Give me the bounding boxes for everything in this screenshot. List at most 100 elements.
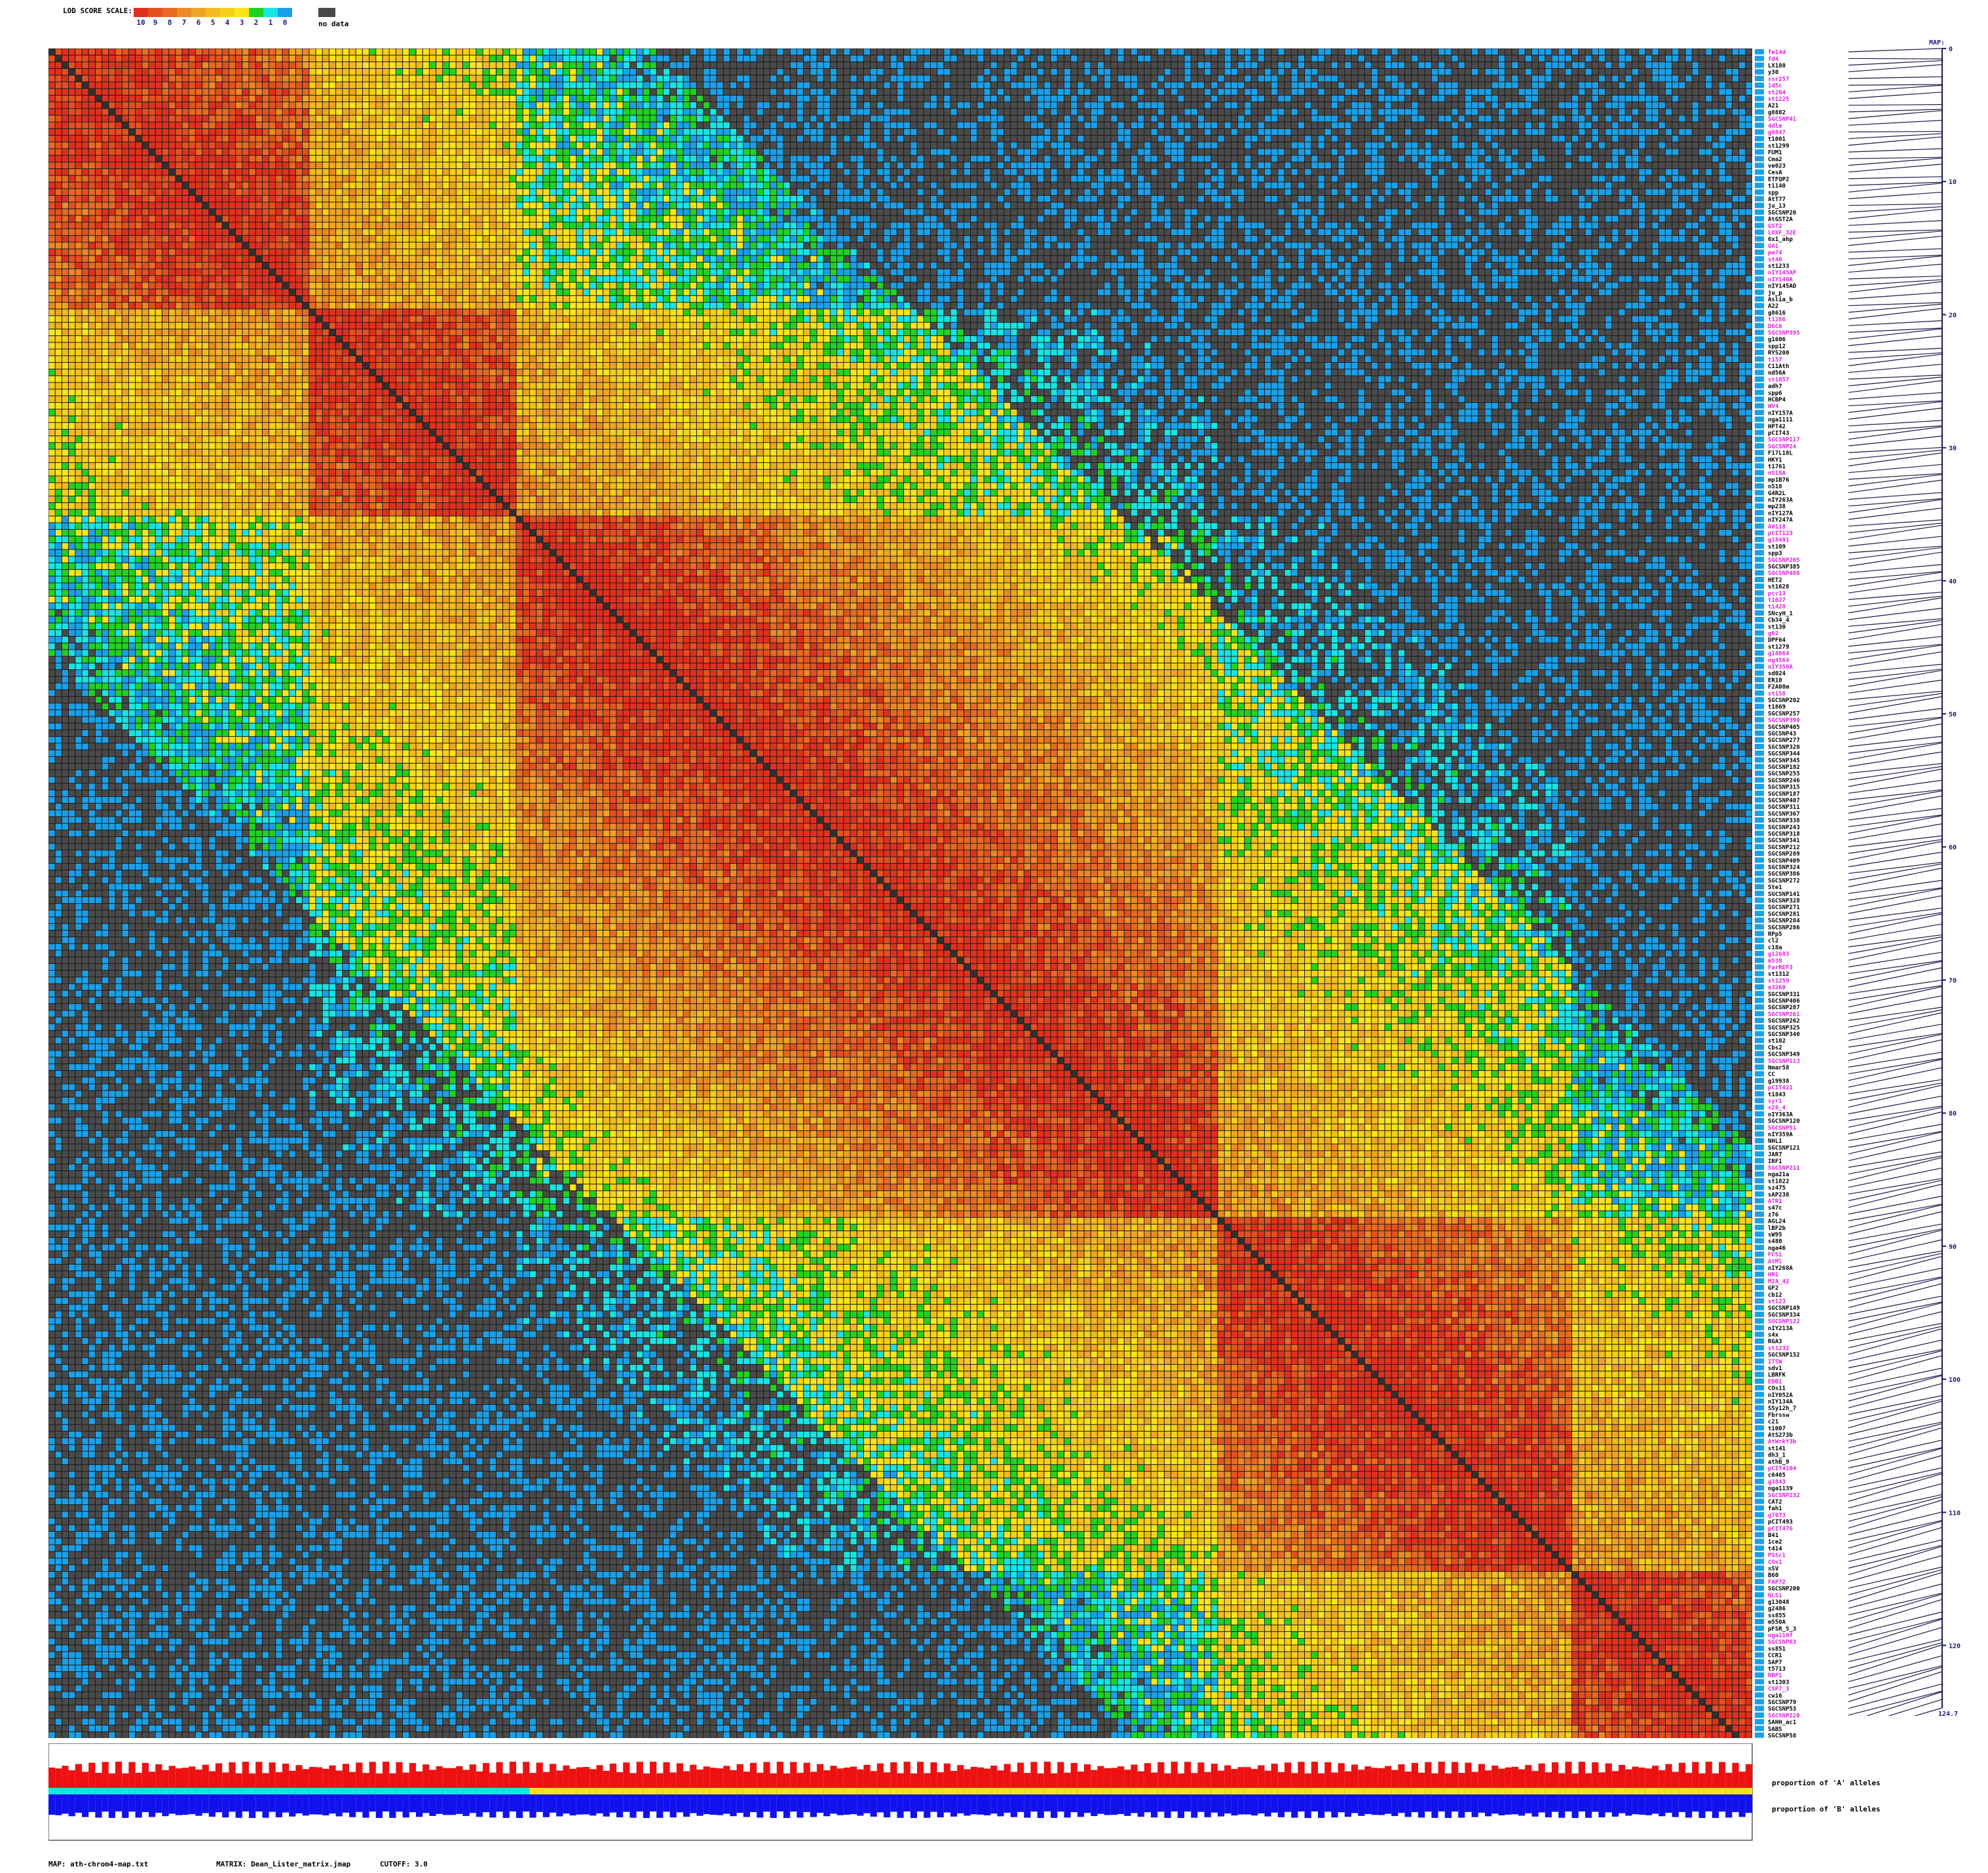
heatmap-cell [1559, 69, 1565, 75]
heatmap-cell [931, 49, 937, 55]
heatmap-cell [457, 62, 462, 68]
heatmap-cell [109, 56, 115, 62]
heatmap-cell [891, 62, 897, 68]
heatmap-cell [303, 49, 309, 55]
heatmap-cell [964, 49, 970, 55]
heatmap-cell [1679, 62, 1685, 68]
heatmap-cell [236, 75, 242, 81]
heatmap-cell [62, 83, 68, 88]
heatmap-cell [183, 83, 189, 88]
heatmap-cell [1085, 83, 1091, 88]
heatmap-cell [557, 69, 563, 75]
heatmap-cell [1085, 56, 1091, 62]
heatmap-cell [423, 89, 429, 95]
heatmap-cell [1359, 75, 1364, 81]
heatmap-cell [563, 75, 569, 81]
heatmap-cell [430, 83, 436, 88]
heatmap-cell [1566, 69, 1571, 75]
heatmap-cell [1412, 75, 1417, 81]
heatmap-cell [430, 75, 436, 81]
heatmap-cell [1599, 56, 1605, 62]
heatmap-cell [296, 49, 302, 55]
heatmap-cell [937, 56, 943, 62]
heatmap-cell [570, 83, 576, 88]
heatmap-cell [142, 89, 148, 95]
heatmap-cell [1492, 49, 1498, 55]
heatmap-cell [697, 56, 703, 62]
heatmap-cell [276, 89, 282, 95]
heatmap-cell [209, 69, 215, 75]
heatmap-cell [196, 75, 202, 81]
heatmap-cell [1131, 69, 1137, 75]
heatmap-cell [1352, 75, 1358, 81]
heatmap-cell [1659, 69, 1665, 75]
heatmap-cell [751, 62, 757, 68]
heatmap-cell [417, 56, 422, 62]
heatmap-cell [323, 89, 329, 95]
heatmap-cell [1619, 75, 1625, 81]
heatmap-cell [269, 75, 275, 81]
heatmap-cell [350, 83, 356, 88]
heatmap-cell [56, 56, 62, 62]
heatmap-cell [804, 83, 810, 88]
heatmap-cell [1298, 56, 1304, 62]
heatmap-cell [1445, 62, 1451, 68]
heatmap-cell [1452, 56, 1458, 62]
heatmap-cell [216, 62, 222, 68]
heatmap-cell [1245, 56, 1250, 62]
heatmap-cell [62, 69, 68, 75]
heatmap-cell [1599, 75, 1605, 81]
heatmap-cell [1572, 69, 1578, 75]
heatmap-cell [1586, 75, 1592, 81]
heatmap-cell [817, 56, 823, 62]
heatmap-cell [1278, 62, 1284, 68]
heatmap-cell [383, 75, 389, 81]
heatmap-cell [189, 62, 195, 68]
heatmap-cell [1285, 62, 1291, 68]
heatmap-cell [1325, 75, 1331, 81]
heatmap-cell [576, 83, 582, 88]
heatmap-cell [409, 62, 415, 68]
heatmap-cell [597, 75, 603, 81]
heatmap-cell [1211, 49, 1217, 55]
heatmap-cell [1465, 69, 1471, 75]
heatmap-cell [677, 62, 683, 68]
heatmap-cell [517, 83, 523, 88]
heatmap-cell [1499, 69, 1505, 75]
heatmap-cell [1098, 75, 1104, 81]
heatmap-cell [490, 62, 496, 68]
heatmap-cell [791, 56, 797, 62]
heatmap-cell [1319, 83, 1324, 88]
heatmap-cell [75, 69, 81, 75]
heatmap-cell [1459, 83, 1465, 88]
heatmap-cell [1639, 62, 1645, 68]
heatmap-cell [985, 56, 990, 62]
heatmap-cell [417, 83, 422, 88]
heatmap-cell [1452, 83, 1458, 88]
heatmap-cell [303, 75, 309, 81]
heatmap-cell [530, 62, 536, 68]
heatmap-cell [436, 75, 442, 81]
heatmap-cell [637, 69, 643, 75]
heatmap-cell [229, 69, 235, 75]
heatmap-cell [510, 56, 516, 62]
heatmap-cell [958, 56, 964, 62]
heatmap-cell [1231, 56, 1237, 62]
heatmap-cell [864, 49, 870, 55]
heatmap-cell [831, 56, 836, 62]
heatmap-cell [290, 89, 295, 95]
heatmap-cell [857, 83, 863, 88]
heatmap-cell [1265, 62, 1271, 68]
heatmap-cell [1271, 83, 1277, 88]
heatmap-cell [1252, 56, 1258, 62]
heatmap-cell [550, 69, 556, 75]
heatmap-cell [457, 69, 462, 75]
heatmap-cell [102, 83, 108, 88]
heatmap-cell [1492, 83, 1498, 88]
heatmap-cell [1532, 69, 1538, 75]
heatmap-cell [1372, 69, 1378, 75]
heatmap-cell [149, 49, 155, 55]
heatmap-cell [263, 75, 269, 81]
heatmap-cell [871, 69, 876, 75]
heatmap-cell [430, 49, 436, 55]
